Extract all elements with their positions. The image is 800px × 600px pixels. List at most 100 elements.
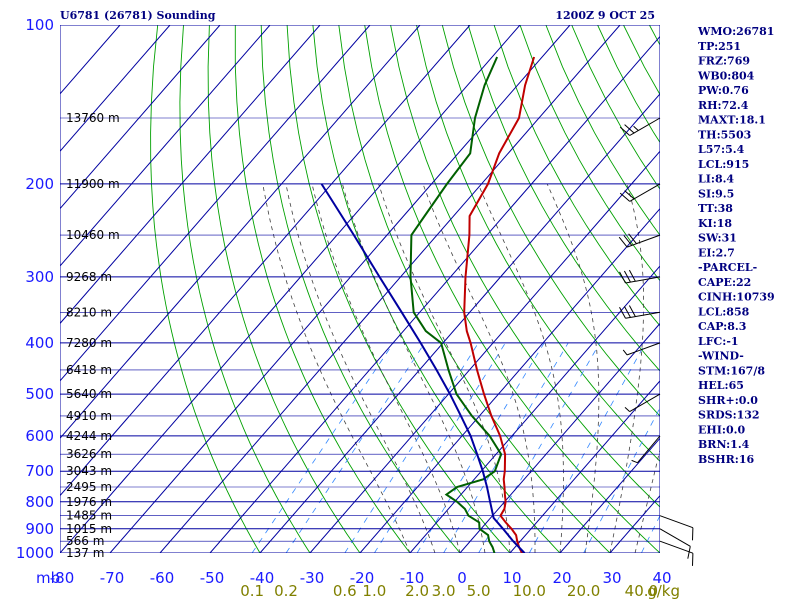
barb-flag	[628, 233, 637, 245]
wind-barb	[631, 435, 661, 464]
temperature-profile	[463, 56, 536, 553]
isotherm	[309, 150, 660, 553]
height-label: 3043 m	[66, 464, 112, 478]
index-entry: PW:0.76	[698, 84, 749, 97]
index-entry: LI:8.4	[698, 173, 734, 186]
temp-tick-label: 20	[552, 569, 571, 587]
wind-barb	[659, 515, 694, 541]
profiles	[320, 56, 536, 553]
wind-barb	[624, 393, 661, 413]
index-entry: BRN:1.4	[698, 438, 750, 451]
pressure-label-1000: 1000	[16, 544, 54, 562]
height-label: 2495 m	[66, 480, 112, 494]
height-label: 3626 m	[66, 447, 112, 461]
mixing-ratio-line	[344, 342, 479, 553]
index-entry: KI:18	[698, 217, 732, 230]
dewpoint-profile	[409, 56, 503, 553]
barb-flag	[623, 306, 631, 318]
temp-tick-label: -20	[350, 569, 375, 587]
index-entry: LCL:915	[698, 158, 749, 171]
index-entry: EHI:0.0	[698, 423, 745, 436]
moist-adiabat	[609, 183, 644, 553]
mixing-ratio-label: 40.0	[625, 582, 658, 600]
moist-adiabat	[546, 183, 600, 553]
isotherm	[60, 25, 321, 325]
barb-staff	[659, 528, 691, 547]
barb-staff	[626, 342, 661, 356]
height-label: 9268 m	[66, 270, 112, 284]
barb-flag	[619, 271, 626, 284]
barb-flag	[628, 269, 636, 282]
index-entry: STM:167/8	[698, 364, 765, 377]
isotherm	[259, 93, 660, 553]
sounding-time: 1200Z 9 OCT 25	[555, 9, 655, 22]
pressure-label-300: 300	[25, 268, 54, 286]
temp-tick-label: -60	[150, 569, 175, 587]
parcel-path	[320, 183, 526, 553]
wind-barb	[619, 305, 661, 319]
moist-adiabat	[422, 183, 536, 553]
index-entry: SHR+:0.0	[698, 394, 758, 407]
mixing-unit-label: g/kg	[647, 582, 680, 600]
pressure-label-100: 100	[25, 16, 54, 34]
height-label: 7280 m	[66, 336, 112, 350]
isotherm	[60, 25, 371, 382]
barb-staff	[625, 311, 661, 319]
isotherm	[209, 35, 660, 553]
height-label: 137 m	[66, 546, 104, 560]
mixing-ratio-label: 0.1	[240, 582, 264, 600]
pressure-label-600: 600	[25, 427, 54, 445]
isotherm	[359, 207, 660, 553]
index-entry: EI:2.7	[698, 246, 735, 259]
barb-flag	[619, 192, 631, 202]
mixing-ratio-label: 2.0	[405, 582, 429, 600]
barb-staff	[637, 435, 661, 464]
index-entry: BSHR:16	[698, 453, 754, 466]
wind-barb	[622, 342, 661, 356]
moist-adiabat	[311, 183, 461, 553]
mixing-ratio-label: 0.6	[333, 582, 357, 600]
index-entry: CAPE:22	[698, 276, 751, 289]
temp-tick-label: 40	[652, 569, 671, 587]
index-entry: LFC:-1	[698, 335, 739, 348]
barb-flag	[624, 124, 635, 134]
barb-staff	[629, 183, 661, 202]
barb-half-flag	[624, 407, 631, 412]
mixing-ratio-line	[374, 342, 506, 553]
isotherm	[60, 25, 521, 553]
pressure-label-700: 700	[25, 462, 54, 480]
barb-flag	[623, 235, 633, 246]
wind-barb	[619, 117, 661, 136]
mixing-ratio-line	[528, 342, 646, 553]
barb-flag	[687, 546, 691, 559]
height-label: 1015 m	[66, 522, 112, 536]
station-title: U6781 (26781) Sounding	[60, 9, 216, 22]
wind-barbs	[618, 117, 694, 566]
pressure-label-400: 400	[25, 334, 54, 352]
barb-flag	[623, 270, 631, 283]
pressure-label-900: 900	[25, 520, 54, 538]
index-entry: TH:5503	[698, 128, 751, 141]
height-label: 8210 m	[66, 305, 112, 319]
wind-barb	[659, 528, 691, 559]
wind-barb	[619, 183, 661, 202]
mixing-ratio-line	[416, 342, 545, 553]
isotherm	[60, 25, 471, 497]
index-entry: SRDS:132	[698, 409, 760, 422]
pressure-label-500: 500	[25, 385, 54, 403]
barb-half-flag	[633, 125, 639, 131]
isotherm	[509, 380, 660, 553]
barb-half-flag	[622, 349, 628, 356]
isotherm	[409, 265, 660, 553]
mixing-ratio-line	[478, 342, 601, 553]
barb-staff	[659, 515, 694, 529]
index-entry: L57:5.4	[698, 143, 745, 156]
isotherm	[60, 25, 271, 267]
mixing-ratio-line	[641, 514, 660, 553]
mixing-ratio-label: 5.0	[467, 582, 491, 600]
temp-tick-label: -70	[100, 569, 125, 587]
index-entry: SW:31	[698, 232, 737, 245]
mixing-ratio-line	[443, 342, 569, 553]
